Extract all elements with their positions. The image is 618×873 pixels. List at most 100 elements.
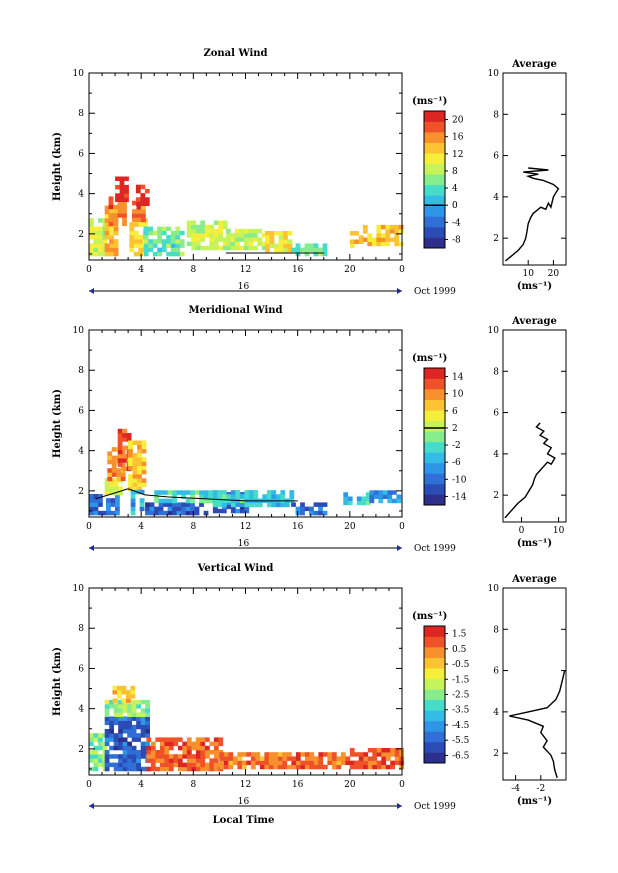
chart-3-cb-swatch xyxy=(424,710,445,722)
heatmap-cell xyxy=(122,754,128,759)
heatmap-cell xyxy=(148,226,154,232)
heatmap-cell xyxy=(145,733,150,738)
heatmap-cell xyxy=(113,217,118,222)
heatmap-cell xyxy=(280,502,286,508)
heatmap-cell xyxy=(155,754,161,759)
heatmap-cell xyxy=(93,226,99,232)
chart-2-average-ytick-label: 6 xyxy=(493,409,499,419)
heatmap-cell xyxy=(126,437,132,442)
heatmap-cell xyxy=(218,741,224,747)
heatmap-cell xyxy=(93,235,99,240)
heatmap-cell xyxy=(204,233,210,238)
heatmap-cell xyxy=(158,510,164,516)
chart-3-cb-swatch xyxy=(424,668,445,680)
heatmap-cell xyxy=(186,233,192,238)
heatmap-cell xyxy=(175,243,181,248)
heatmap-cell xyxy=(132,469,138,475)
heatmap-cell xyxy=(107,476,113,482)
heatmap-cell xyxy=(195,766,201,772)
heatmap-cell xyxy=(283,239,288,244)
chart-2-average-ytick-label: 2 xyxy=(493,491,499,501)
heatmap-cell xyxy=(98,498,103,503)
heatmap-cell xyxy=(119,184,125,190)
heatmap-cell xyxy=(212,502,218,508)
heatmap-cell xyxy=(138,243,144,248)
heatmap-cell xyxy=(144,197,150,202)
heatmap-cell xyxy=(250,760,256,766)
heatmap-cell xyxy=(367,233,373,238)
heatmap-cell xyxy=(322,764,328,770)
chart-3-average-line xyxy=(509,670,566,779)
heatmap-cell xyxy=(109,716,114,721)
chart-1-cb-swatch xyxy=(424,121,445,133)
heatmap-cell xyxy=(246,760,252,766)
heatmap-cell xyxy=(209,233,215,238)
heatmap-cell xyxy=(159,766,165,772)
heatmap-cell xyxy=(152,239,158,244)
heatmap-cell xyxy=(222,237,228,242)
heatmap-cell xyxy=(218,228,224,234)
heatmap-cell xyxy=(127,733,132,738)
heatmap-cell xyxy=(129,222,135,227)
chart-1-average-panel: Average 2 4 6 8 10 10 20 (ms⁻¹) xyxy=(488,59,567,292)
heatmap-cell xyxy=(213,241,219,246)
heatmap-cell xyxy=(363,760,369,766)
heatmap-cell xyxy=(345,760,351,766)
heatmap-cell xyxy=(115,502,120,507)
heatmap-cell xyxy=(132,478,138,483)
heatmap-cell xyxy=(259,760,265,766)
heatmap-cell xyxy=(127,712,132,717)
heatmap-cell xyxy=(127,766,132,772)
heatmap-cell xyxy=(313,756,319,761)
heatmap-cell xyxy=(152,230,158,236)
heatmap-cell xyxy=(376,764,382,770)
heatmap-cell xyxy=(132,465,138,471)
heatmap-cell xyxy=(347,500,353,506)
heatmap-cell xyxy=(104,482,110,487)
heatmap-cell xyxy=(243,228,249,234)
heatmap-cell xyxy=(295,756,301,761)
heatmap-cell xyxy=(111,455,117,461)
heatmap-cell xyxy=(253,494,259,499)
heatmap-cell xyxy=(140,745,146,751)
heatmap-cell xyxy=(266,490,272,495)
heatmap-cell xyxy=(126,694,131,699)
heatmap-cell xyxy=(218,233,224,238)
heatmap-cell xyxy=(113,247,119,253)
heatmap-cell xyxy=(176,490,182,495)
heatmap-cell xyxy=(186,220,192,225)
chart-1-average-ytick-label: 8 xyxy=(493,110,499,120)
heatmap-cell xyxy=(228,760,234,766)
heatmap-cell xyxy=(132,461,138,466)
heatmap-cell xyxy=(128,486,133,492)
heatmap-cell xyxy=(209,766,215,772)
heatmap-cell xyxy=(195,754,201,759)
heatmap-cell xyxy=(142,222,148,227)
chart-3-cb-swatch xyxy=(424,731,445,743)
heatmap-cell xyxy=(104,222,110,227)
heatmap-cell xyxy=(89,222,94,227)
heatmap-cell xyxy=(112,685,118,691)
heatmap-cell xyxy=(129,235,135,240)
heatmap-cell xyxy=(195,745,201,751)
heatmap-cell xyxy=(137,482,142,487)
heatmap-cell xyxy=(376,237,382,242)
heatmap-cell xyxy=(362,224,368,230)
heatmap-cell xyxy=(170,230,176,236)
heatmap-cell xyxy=(145,729,150,734)
heatmap-cell xyxy=(127,745,132,751)
heatmap-cell xyxy=(209,245,215,251)
heatmap-cell xyxy=(190,510,195,516)
heatmap-cell xyxy=(250,764,256,770)
heatmap-cell xyxy=(164,750,170,755)
heatmap-cell xyxy=(146,750,152,755)
heatmap-cell xyxy=(248,237,254,242)
heatmap-cell xyxy=(117,690,122,695)
heatmap-cell xyxy=(389,237,395,242)
heatmap-cell xyxy=(259,764,265,770)
heatmap-cell xyxy=(129,226,135,232)
heatmap-cell xyxy=(110,510,116,516)
heatmap-cell xyxy=(89,235,94,240)
heatmap-cell xyxy=(116,472,122,477)
heatmap-cell xyxy=(369,498,375,504)
